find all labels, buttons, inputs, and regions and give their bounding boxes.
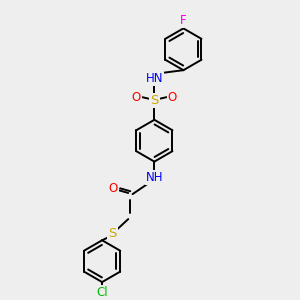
- Text: HN: HN: [146, 72, 163, 85]
- Text: O: O: [108, 182, 118, 195]
- Text: Cl: Cl: [96, 286, 108, 299]
- Text: O: O: [132, 91, 141, 104]
- Text: S: S: [150, 94, 158, 106]
- Text: NH: NH: [146, 171, 163, 184]
- Text: O: O: [168, 91, 177, 104]
- Text: S: S: [108, 227, 116, 240]
- Text: F: F: [180, 14, 187, 27]
